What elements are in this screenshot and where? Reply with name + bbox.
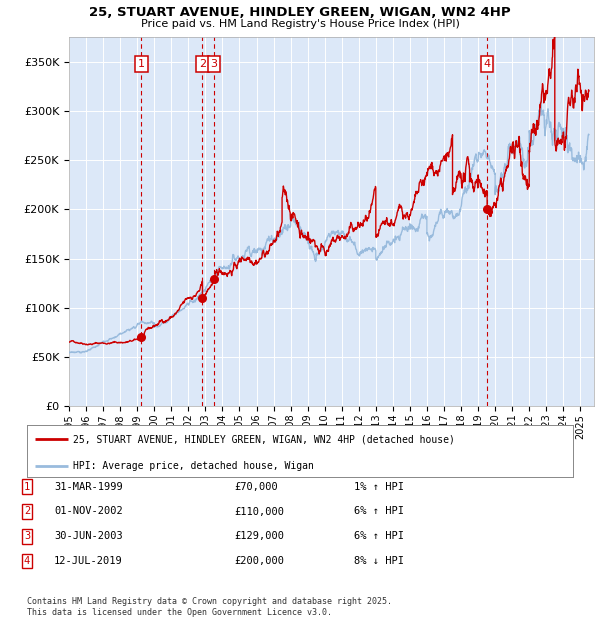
Text: 1: 1 — [138, 59, 145, 69]
Text: 3: 3 — [24, 531, 30, 541]
Text: Price paid vs. HM Land Registry's House Price Index (HPI): Price paid vs. HM Land Registry's House … — [140, 19, 460, 29]
Text: 3: 3 — [211, 59, 217, 69]
Text: £110,000: £110,000 — [234, 507, 284, 516]
Text: 01-NOV-2002: 01-NOV-2002 — [54, 507, 123, 516]
Text: 1: 1 — [24, 482, 30, 492]
Text: 1% ↑ HPI: 1% ↑ HPI — [354, 482, 404, 492]
Text: 2: 2 — [199, 59, 206, 69]
Text: 8% ↓ HPI: 8% ↓ HPI — [354, 556, 404, 566]
Text: HPI: Average price, detached house, Wigan: HPI: Average price, detached house, Wiga… — [73, 461, 314, 471]
Text: 12-JUL-2019: 12-JUL-2019 — [54, 556, 123, 566]
Text: Contains HM Land Registry data © Crown copyright and database right 2025.
This d: Contains HM Land Registry data © Crown c… — [27, 598, 392, 617]
Text: £129,000: £129,000 — [234, 531, 284, 541]
Text: 6% ↑ HPI: 6% ↑ HPI — [354, 531, 404, 541]
Text: 31-MAR-1999: 31-MAR-1999 — [54, 482, 123, 492]
Text: 25, STUART AVENUE, HINDLEY GREEN, WIGAN, WN2 4HP: 25, STUART AVENUE, HINDLEY GREEN, WIGAN,… — [89, 6, 511, 19]
Text: 30-JUN-2003: 30-JUN-2003 — [54, 531, 123, 541]
Text: £200,000: £200,000 — [234, 556, 284, 566]
Text: £70,000: £70,000 — [234, 482, 278, 492]
Text: 4: 4 — [24, 556, 30, 566]
Text: 6% ↑ HPI: 6% ↑ HPI — [354, 507, 404, 516]
Text: 2: 2 — [24, 507, 30, 516]
Text: 4: 4 — [484, 59, 491, 69]
Text: 25, STUART AVENUE, HINDLEY GREEN, WIGAN, WN2 4HP (detached house): 25, STUART AVENUE, HINDLEY GREEN, WIGAN,… — [73, 435, 455, 445]
